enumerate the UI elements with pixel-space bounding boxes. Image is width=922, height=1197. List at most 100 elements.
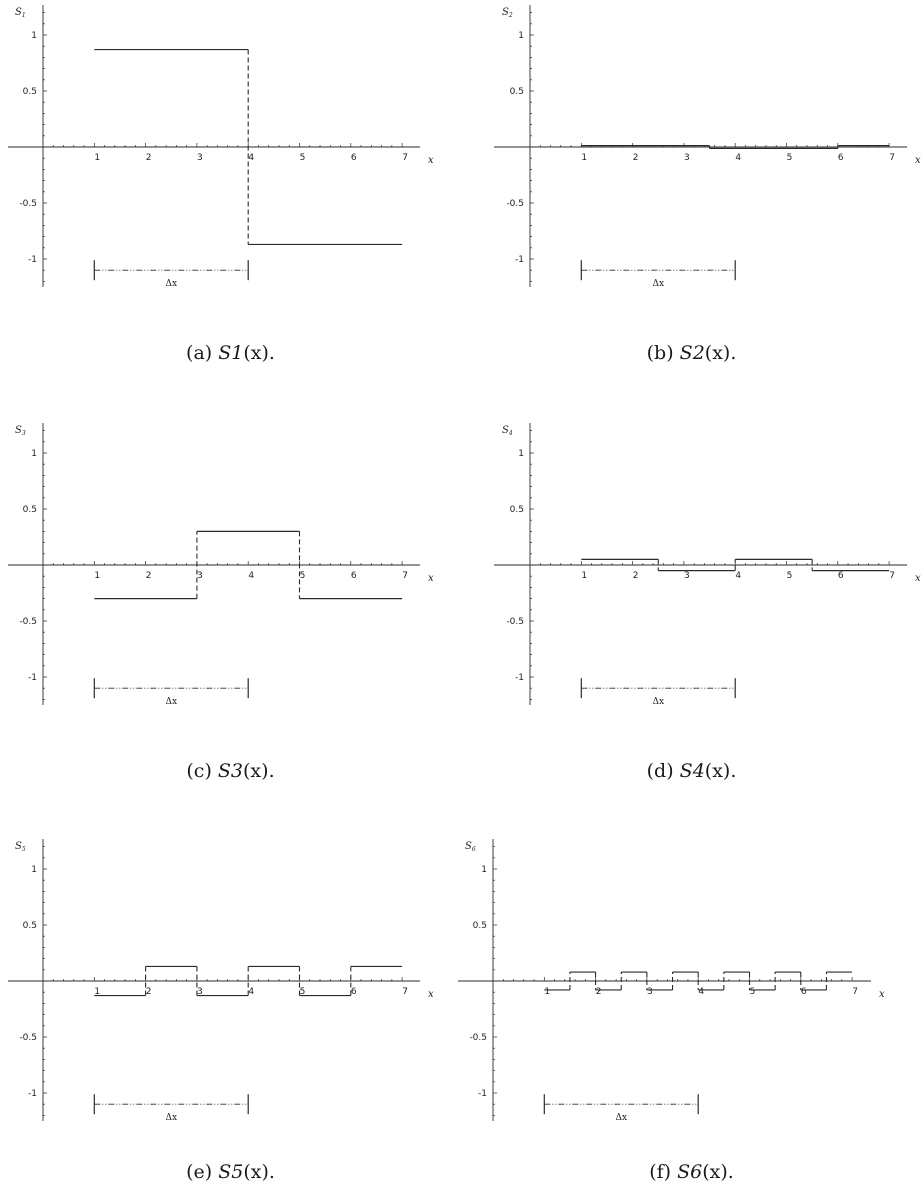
caption-arg: (x) [243,342,269,364]
y-tick-label: -1 [28,673,37,683]
caption-prefix: (f) [649,1161,672,1183]
x-tick-label: 1 [544,987,550,997]
caption-suffix: . [268,1161,275,1183]
y-axis-label-subscript: 3 [22,430,26,437]
x-tick-label: 3 [197,571,203,581]
caption-suffix: . [730,342,737,364]
x-tick-label: 4 [248,987,254,997]
x-tick-label: 3 [197,987,203,997]
x-tick-label: 6 [838,153,844,163]
caption-suffix: . [268,342,275,364]
x-tick-label: 2 [633,153,639,163]
panel-b: 1 0.5 -0.5 -1 1 2 3 4 5 6 7 S2 x Δx (b) S2(x). [461,0,922,390]
delta-label: Δx [652,279,664,289]
x-tick-label: 3 [197,153,203,163]
caption-arg: (x) [704,760,731,782]
delta-label: Δx [652,697,664,707]
caption-suffix: . [730,760,737,782]
y-axis-label-subscript: 2 [508,12,513,19]
y-tick-label: 1 [481,865,487,875]
x-tick-label: 5 [300,153,306,163]
y-tick-label: 0.5 [473,921,487,931]
caption-func: S4 [679,760,705,782]
delta-label: Δx [165,697,177,707]
x-tick-label: 1 [94,571,100,581]
delta-label: Δx [165,279,177,289]
chart-d: 1 0.5 -0.5 -1 1 2 3 4 5 6 7 S4 x Δx [494,423,921,707]
caption-suffix: . [268,760,275,782]
y-tick-label: 1 [31,865,37,875]
caption-func: S6 [677,1161,703,1183]
y-axis-label: S3 [15,425,26,437]
y-tick-label: -1 [478,1089,487,1099]
y-tick-label: 1 [31,31,37,41]
caption-a: (a) S1(x). [0,342,461,364]
x-tick-label: 5 [750,987,756,997]
x-tick-label: 7 [889,571,895,581]
x-axis-label: x [915,155,921,166]
caption-arg: (x) [702,1161,728,1183]
x-tick-label: 2 [146,153,152,163]
x-tick-label: 2 [146,571,152,581]
x-tick-label: 2 [146,987,152,997]
y-axis-label-subscript: 5 [22,846,26,853]
x-tick-label: 5 [787,153,793,163]
y-tick-label: 1 [31,449,37,459]
x-axis-label: x [428,573,434,584]
caption-e: (e) S5(x). [0,1161,461,1183]
y-tick-label: 0.5 [23,505,37,515]
panel-f: 1 0.5 -0.5 -1 1 2 3 4 5 6 7 S6 x Δx (f) S6(x). [458,834,922,1197]
caption-f: (f) S6(x). [461,1161,922,1183]
panel-c: 1 0.5 -0.5 -1 1 2 3 4 5 6 7 S3 x Δx (c) S3(x). [0,418,461,808]
x-tick-label: 3 [647,987,653,997]
x-tick-label: 4 [735,153,741,163]
caption-arg: (x) [243,1161,269,1183]
y-tick-label: -0.5 [19,199,37,209]
y-tick-label: -1 [515,673,524,683]
y-tick-label: -1 [515,255,524,265]
x-tick-label: 4 [698,987,704,997]
y-axis-label-subscript: 6 [472,846,476,853]
chart-b: 1 0.5 -0.5 -1 1 2 3 4 5 6 7 S2 x Δx [494,5,921,289]
y-tick-label: -1 [28,255,37,265]
delta-label: Δx [165,1113,177,1123]
y-axis-label-subscript: 1 [22,12,26,19]
x-tick-label: 3 [684,153,690,163]
y-tick-label: -0.5 [19,1033,37,1043]
y-tick-label: -1 [28,1089,37,1099]
x-tick-label: 5 [300,987,306,997]
y-tick-label: 0.5 [510,87,524,97]
y-tick-label: -0.5 [469,1033,487,1043]
x-tick-label: 1 [94,153,100,163]
x-tick-label: 7 [402,571,408,581]
caption-b: (b) S2(x). [461,342,922,364]
y-axis-label: S6 [465,841,476,853]
x-tick-label: 4 [248,571,254,581]
x-tick-label: 6 [351,571,357,581]
caption-prefix: (e) [186,1161,213,1183]
caption-arg: (x) [243,760,269,782]
y-tick-label: 1 [518,31,524,41]
x-axis-label: x [428,989,434,1000]
y-axis-label: S4 [502,425,513,437]
x-axis-label: x [879,989,885,1000]
caption-func: S5 [218,1161,244,1183]
y-axis-label-subscript: 4 [508,430,513,437]
chart-f: 1 0.5 -0.5 -1 1 2 3 4 5 6 7 S6 x Δx [458,839,885,1123]
x-tick-label: 1 [581,571,587,581]
y-axis-label: S1 [15,7,26,19]
x-tick-label: 6 [801,987,807,997]
caption-suffix: . [727,1161,734,1183]
panel-a: 1 0.5 -0.5 -1 1 2 3 4 5 6 7 S1 x Δx (a) S1(x). [0,0,461,390]
caption-func: S1 [218,342,244,364]
x-tick-label: 5 [787,571,793,581]
caption-prefix: (d) [646,760,674,782]
y-tick-label: 1 [518,449,524,459]
caption-d: (d) S4(x). [461,760,922,782]
x-tick-label: 6 [351,987,357,997]
x-tick-label: 1 [94,987,100,997]
x-tick-label: 2 [596,987,602,997]
caption-prefix: (c) [186,760,212,782]
x-tick-label: 3 [684,571,690,581]
x-tick-label: 5 [300,571,306,581]
